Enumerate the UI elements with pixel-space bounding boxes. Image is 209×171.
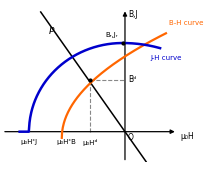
Text: B-H curve: B-H curve xyxy=(169,20,204,26)
Text: Bᵈ: Bᵈ xyxy=(129,75,137,84)
Text: μ₀H: μ₀H xyxy=(180,132,194,141)
Text: J-H curve: J-H curve xyxy=(151,55,182,61)
Text: Bᵣ,Jᵣ: Bᵣ,Jᵣ xyxy=(106,32,118,38)
Text: B,J: B,J xyxy=(128,10,138,19)
Text: O: O xyxy=(127,133,133,142)
Text: μ₀HᶜJ: μ₀HᶜJ xyxy=(20,139,38,145)
Text: μ₀HᶜB: μ₀HᶜB xyxy=(56,139,76,145)
Text: μ₀Hᵈ: μ₀Hᵈ xyxy=(82,139,98,146)
Text: P: P xyxy=(48,27,54,36)
